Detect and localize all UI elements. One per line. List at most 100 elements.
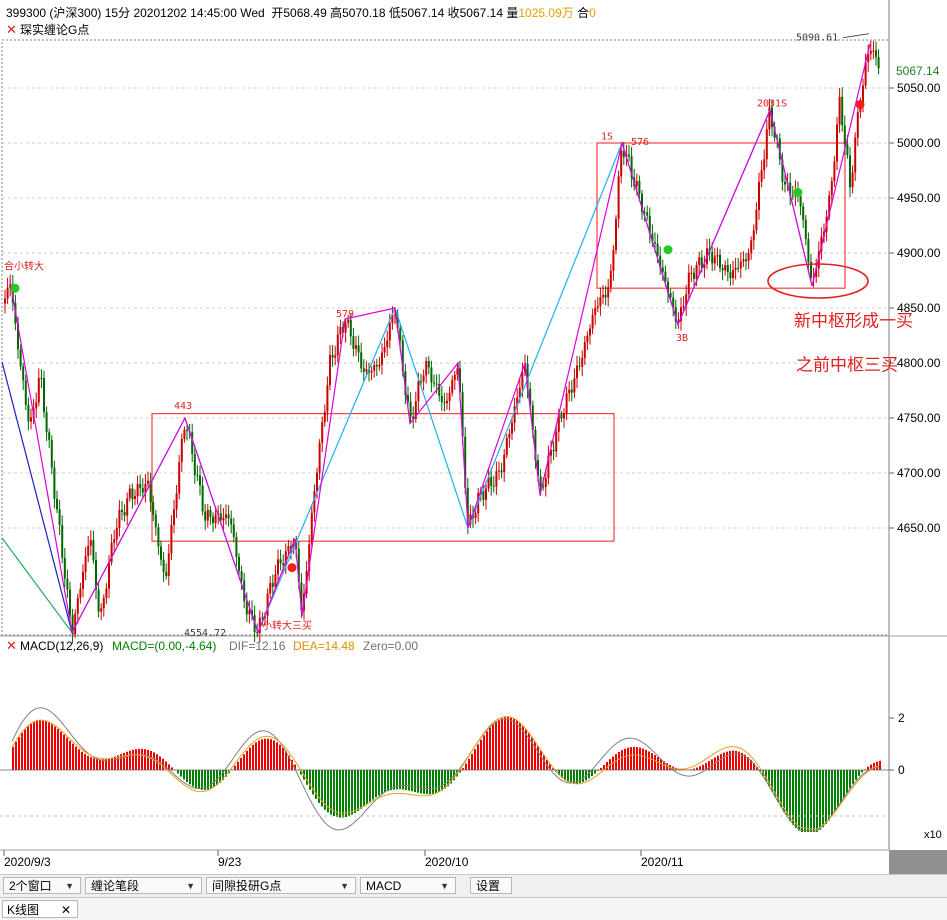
macd-bar <box>267 739 269 770</box>
chan-select[interactable]: 缠论笔段▼ <box>85 877 202 894</box>
candle-body <box>870 51 872 54</box>
macd-bar <box>624 749 626 770</box>
candle-body <box>420 381 422 382</box>
macd-bar <box>480 740 482 770</box>
candle-body <box>352 336 354 349</box>
annotation-label: 3B <box>676 333 688 344</box>
candle-body <box>329 355 331 385</box>
candle-body <box>194 454 196 475</box>
macd-bar <box>285 751 287 770</box>
macd-bar <box>153 752 155 770</box>
macd-name: MACD(12,26,9) <box>20 639 103 653</box>
kline-chart[interactable]: 5050.005000.004950.004900.004850.004800.… <box>0 0 947 874</box>
candle-body <box>165 572 167 576</box>
settings-button[interactable]: 设置 <box>470 877 512 894</box>
macd-bar <box>87 756 89 770</box>
macd-bar <box>849 770 851 788</box>
macd-bar <box>621 750 623 770</box>
candle-body <box>326 385 328 412</box>
candle-body <box>230 519 232 525</box>
indicator-select[interactable]: 间隙投研G点▼ <box>206 877 356 894</box>
macd-bar <box>45 721 47 770</box>
candle-body <box>319 443 321 473</box>
macd-bar <box>390 770 392 790</box>
candle-body <box>100 608 102 611</box>
candle-body <box>727 265 729 272</box>
macd-bar <box>84 754 86 770</box>
candle-body <box>59 509 61 525</box>
candle-body <box>724 265 726 270</box>
macd-bar <box>372 770 374 800</box>
candle-body <box>61 525 63 558</box>
macd-bar <box>411 770 413 791</box>
window-count-select[interactable]: 2个窗口▼ <box>3 877 81 894</box>
candle-body <box>566 393 568 413</box>
candle-body <box>360 352 362 368</box>
macd-tick-label: 0 <box>898 763 905 777</box>
macd-bar <box>339 770 341 818</box>
close-icon[interactable]: ✕ <box>61 901 71 919</box>
candle-body <box>428 361 430 368</box>
x-tick-label: 9/23 <box>218 855 242 869</box>
candle-body <box>77 598 79 614</box>
candle-body <box>212 517 214 523</box>
macd-bar <box>408 770 410 791</box>
candle-body <box>501 470 503 472</box>
candle-body <box>495 471 497 486</box>
macd-bar <box>573 770 575 784</box>
candle-body <box>410 402 412 417</box>
macd-bar <box>618 752 620 770</box>
candle-body <box>753 230 755 240</box>
candle-body <box>38 378 40 402</box>
candle-body <box>155 515 157 528</box>
macd-bar <box>867 767 869 770</box>
macd-bar <box>594 770 596 774</box>
candle-body <box>183 430 185 439</box>
candle-body <box>287 546 289 551</box>
candle-body <box>350 320 352 337</box>
candle-body <box>40 378 42 379</box>
macd-bar <box>651 753 653 770</box>
macd-bar <box>144 749 146 770</box>
tab-kline[interactable]: K线图✕ <box>2 900 78 918</box>
close-x-icon[interactable]: ✕ <box>6 638 17 653</box>
macd-bar <box>477 744 479 770</box>
candle-body <box>586 336 588 343</box>
candle-body <box>274 574 276 587</box>
macd-bar <box>645 750 647 770</box>
macd-bar <box>66 738 68 770</box>
candle-body <box>607 287 609 297</box>
macd-bar <box>48 723 50 770</box>
candle-body <box>490 477 492 486</box>
annotation-label: 之前中枢三买 <box>796 356 898 376</box>
macd-bar <box>444 770 446 789</box>
candle-body <box>573 378 575 392</box>
macd-bar <box>789 770 791 821</box>
candle-body <box>589 329 591 336</box>
macd-bar <box>837 770 839 807</box>
candle-body <box>363 368 365 371</box>
candle-body <box>628 155 630 157</box>
close-x-icon[interactable]: ✕ <box>6 22 17 37</box>
macd-bar <box>801 770 803 832</box>
candle-body <box>857 112 859 138</box>
macd-bar <box>873 763 875 770</box>
candle-body <box>30 417 32 421</box>
y-tick-label: 5050.00 <box>897 81 941 95</box>
macd-bar <box>723 753 725 770</box>
macd-bar <box>93 758 95 770</box>
macd-bar <box>183 770 185 779</box>
candle-body <box>181 439 183 462</box>
macd-bar <box>855 770 857 780</box>
candle-body <box>7 288 9 299</box>
y-tick-label: 5000.00 <box>897 136 941 150</box>
sub-indicator-select[interactable]: MACD▼ <box>360 877 456 894</box>
macd-bar <box>648 751 650 770</box>
macd-bar <box>492 724 494 770</box>
macd-bar <box>831 770 833 816</box>
y-tick-label: 4950.00 <box>897 191 941 205</box>
candle-body <box>521 372 523 387</box>
candle-body <box>508 434 510 438</box>
candle-body <box>610 271 612 287</box>
macd-bar <box>198 770 200 789</box>
